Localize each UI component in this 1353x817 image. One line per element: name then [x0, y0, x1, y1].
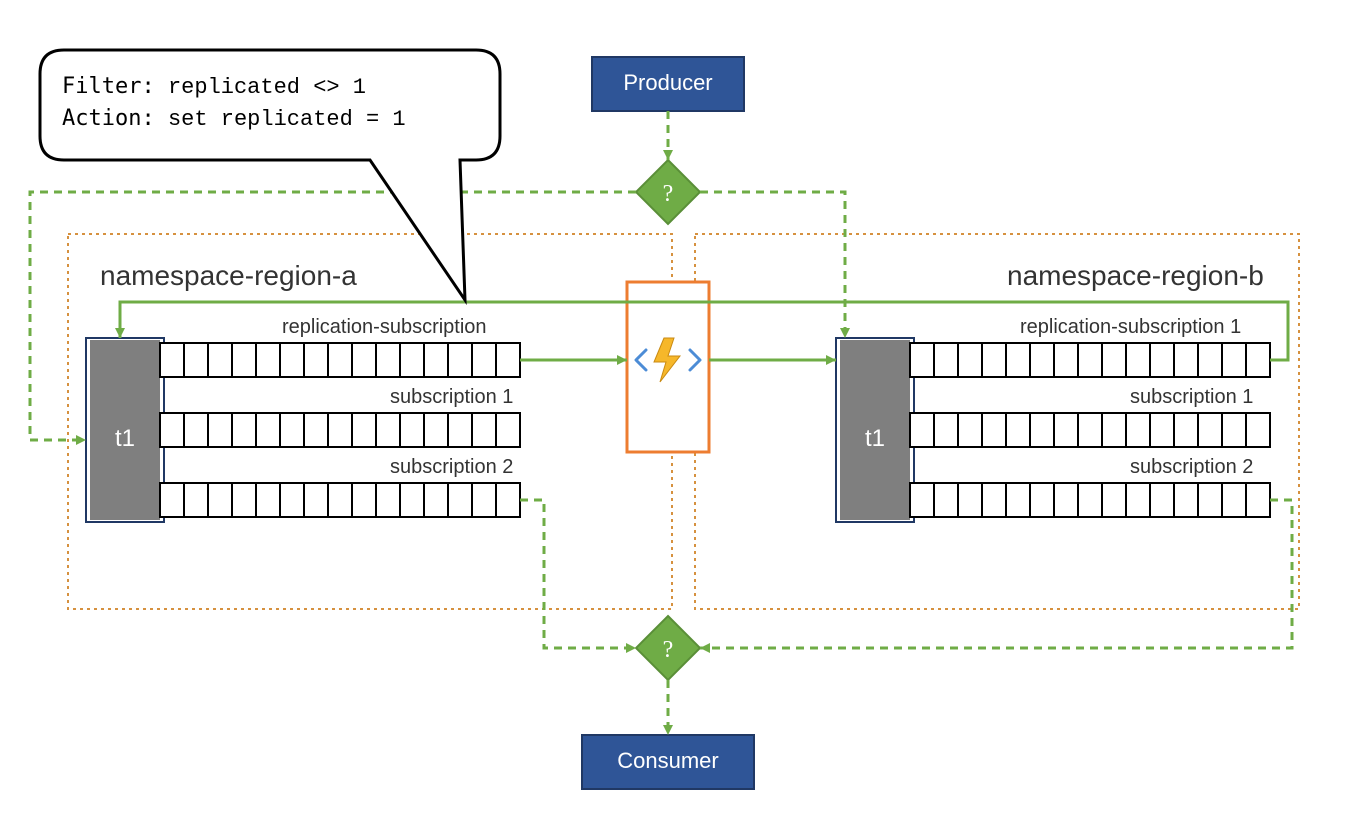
- callout-action-code: set replicated = 1: [168, 107, 406, 132]
- region-b-title: namespace-region-b: [1007, 260, 1264, 292]
- region-a-sub1-label: replication-subscription: [282, 316, 487, 339]
- callout-action-label: Action:: [62, 106, 155, 131]
- region-a-title: namespace-region-a: [100, 260, 357, 292]
- svg-text:?: ?: [663, 181, 674, 207]
- svg-text:?: ?: [663, 637, 674, 663]
- region-b-sub3-label: subscription 2: [1130, 456, 1253, 479]
- producer-box-label: Producer: [578, 70, 758, 96]
- region-a-sub3-label: subscription 2: [390, 456, 513, 479]
- callout-filter-code: replicated <> 1: [168, 75, 366, 100]
- consumer-box-label: Consumer: [568, 748, 768, 774]
- region-a-sub2-label: subscription 1: [390, 386, 513, 409]
- callout-filter-label: Filter:: [62, 74, 155, 99]
- topic-a-label: t1: [115, 425, 135, 453]
- region-b-sub1-label: replication-subscription 1: [1020, 316, 1241, 339]
- region-b-sub2-label: subscription 1: [1130, 386, 1253, 409]
- topic-b-label: t1: [865, 425, 885, 453]
- callout-text: Filter: replicated <> 1 Action: set repl…: [62, 72, 406, 136]
